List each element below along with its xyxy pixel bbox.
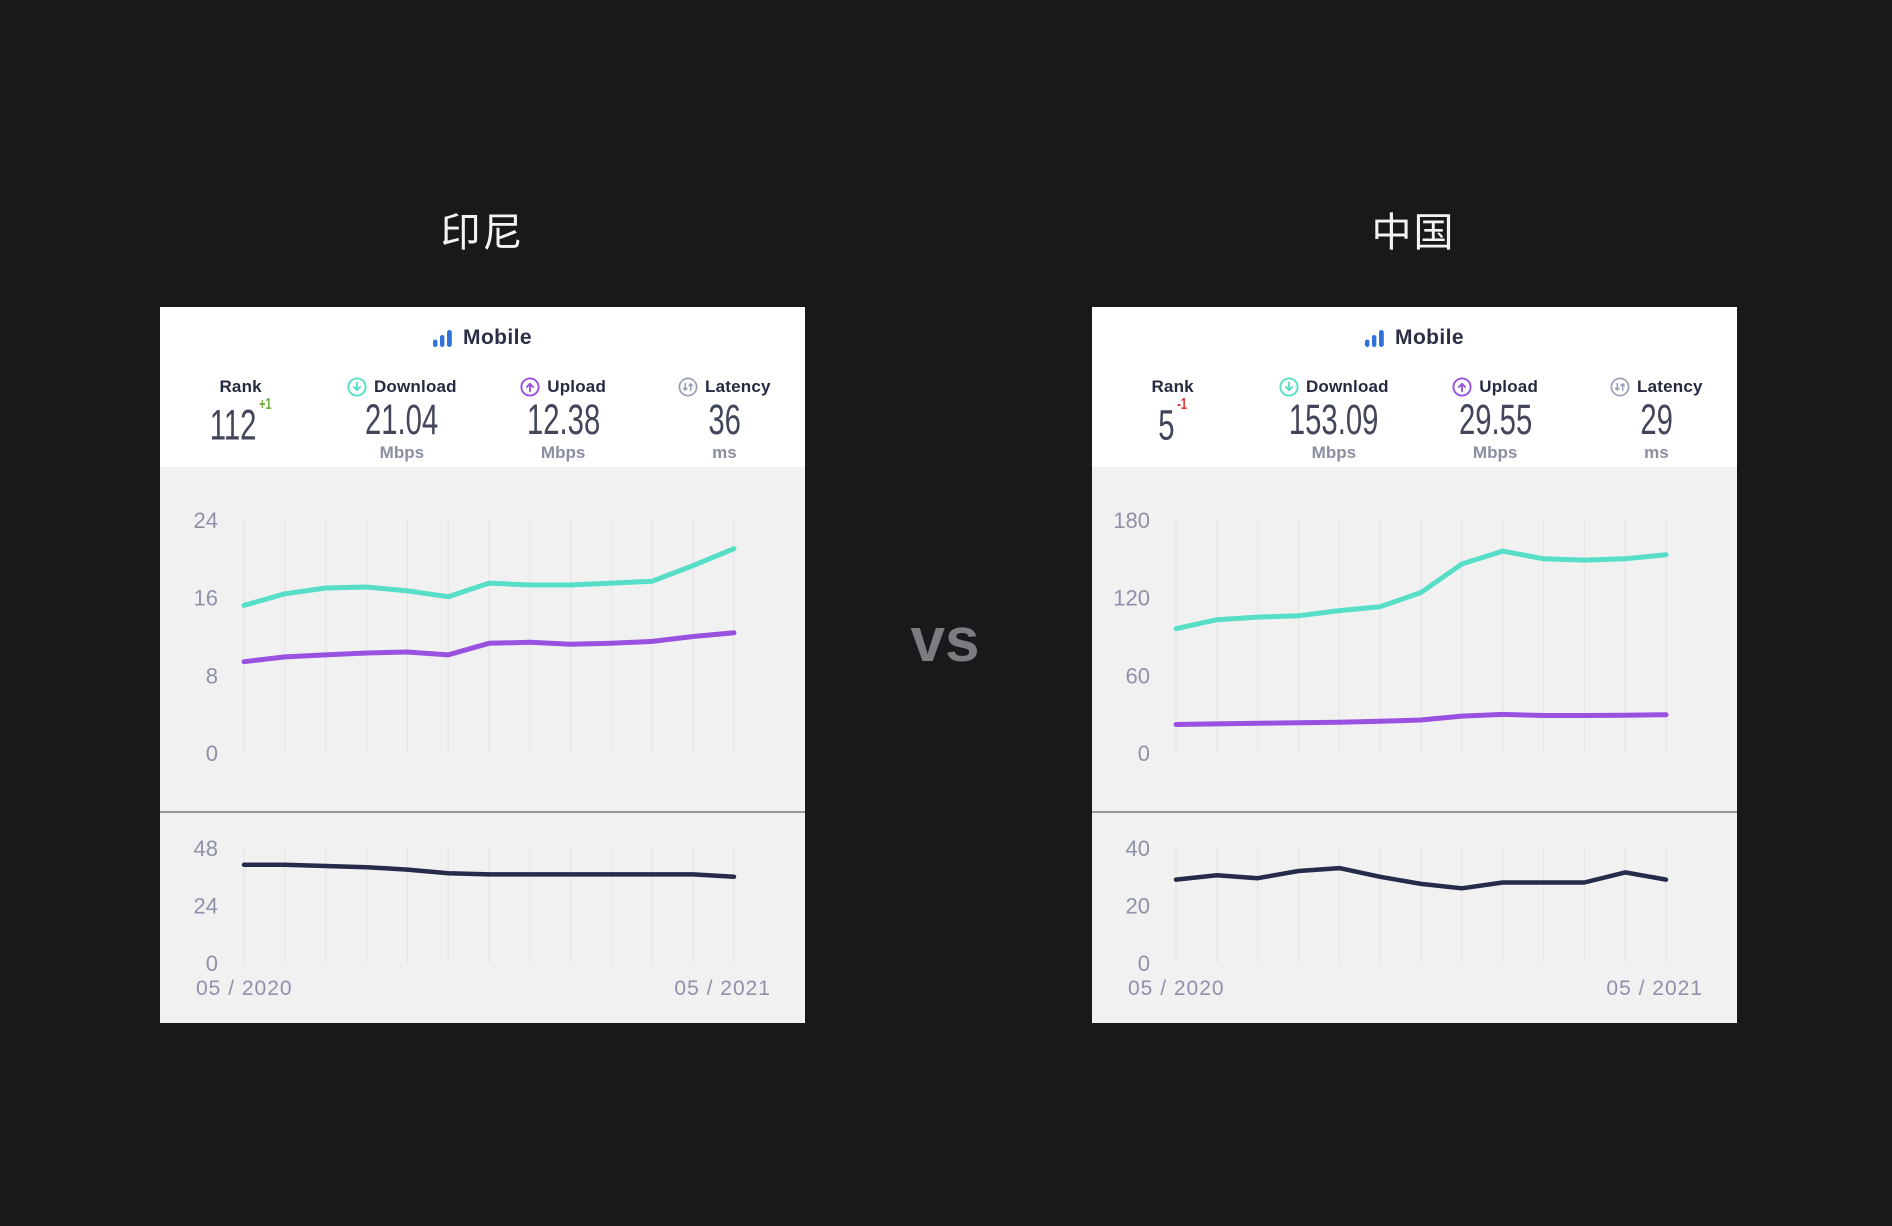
chart-divider xyxy=(1092,811,1737,813)
upload-unit: Mbps xyxy=(1472,443,1518,462)
latency-label: Latency xyxy=(705,377,771,396)
mobile-bars-icon xyxy=(1365,329,1384,347)
speed-line-chart: 180 120 60 0 xyxy=(1092,467,1737,811)
download-value: 21.04 xyxy=(365,396,439,444)
download-label: Download xyxy=(1305,377,1389,396)
speed-line-chart: 24 16 8 0 xyxy=(160,467,805,811)
rank-value: 112 +1 xyxy=(209,396,272,450)
download-icon xyxy=(347,377,367,397)
stats-row: Rank 112 +1 Download 21.04 Mbps xyxy=(160,376,805,463)
rank-delta: +1 xyxy=(259,396,272,413)
mobile-tab-label: Mobile xyxy=(463,326,532,349)
upload-value: 29.55 xyxy=(1458,396,1532,444)
svg-text:0: 0 xyxy=(206,741,218,766)
svg-text:180: 180 xyxy=(1113,508,1150,533)
svg-text:0: 0 xyxy=(1138,741,1150,766)
stat-download: Download 21.04 Mbps xyxy=(321,376,482,463)
latency-label: Latency xyxy=(1637,377,1703,396)
latency-line-chart: 48 24 0 05 / 2020 05 / 2021 xyxy=(160,813,805,1023)
download-icon xyxy=(1279,377,1299,397)
svg-text:05 / 2020: 05 / 2020 xyxy=(1128,977,1225,1000)
vs-label: vs xyxy=(910,606,980,675)
svg-text:24: 24 xyxy=(194,894,218,919)
latency-unit: ms xyxy=(712,443,737,462)
svg-text:0: 0 xyxy=(206,951,218,976)
svg-text:24: 24 xyxy=(194,508,218,533)
upload-icon xyxy=(520,377,540,397)
latency-value: 36 xyxy=(708,396,741,444)
rank-delta: -1 xyxy=(1177,396,1187,413)
upload-label: Upload xyxy=(1479,377,1539,396)
stat-latency: Latency 29 ms xyxy=(1576,376,1737,463)
mobile-tab-label: Mobile xyxy=(1395,326,1464,349)
latency-unit: ms xyxy=(1644,443,1669,462)
rank-label: Rank xyxy=(219,377,262,396)
latency-icon xyxy=(678,377,698,397)
upload-value: 12.38 xyxy=(526,396,600,444)
svg-text:05 / 2021: 05 / 2021 xyxy=(674,977,771,1000)
svg-text:16: 16 xyxy=(194,586,218,611)
country-title-right: 中国 xyxy=(1371,211,1456,255)
rank-value: 5 -1 xyxy=(1158,396,1187,450)
chart-divider xyxy=(160,811,805,813)
stat-rank: Rank 112 +1 xyxy=(160,376,321,463)
mobile-tab: Mobile xyxy=(160,324,805,352)
stats-row: Rank 5 -1 Download 153.09 Mbps xyxy=(1092,376,1737,463)
stat-upload: Upload 29.55 Mbps xyxy=(1415,376,1576,463)
stat-download: Download 153.09 Mbps xyxy=(1253,376,1414,463)
download-unit: Mbps xyxy=(379,443,425,462)
stat-rank: Rank 5 -1 xyxy=(1092,376,1253,463)
svg-text:05 / 2021: 05 / 2021 xyxy=(1606,977,1703,1000)
svg-text:20: 20 xyxy=(1126,894,1150,919)
latency-value: 29 xyxy=(1640,396,1673,444)
svg-text:60: 60 xyxy=(1126,663,1150,688)
download-unit: Mbps xyxy=(1311,443,1357,462)
upload-label: Upload xyxy=(547,377,607,396)
speedtest-card-china: Mobile Rank 5 -1 Download 153.09 Mbps xyxy=(1092,307,1737,1023)
upload-icon xyxy=(1452,377,1472,397)
mobile-bars-icon xyxy=(433,329,452,347)
svg-text:8: 8 xyxy=(206,663,218,688)
svg-text:05 / 2020: 05 / 2020 xyxy=(196,977,293,1000)
stat-latency: Latency 36 ms xyxy=(644,376,805,463)
latency-line-chart: 40 20 0 05 / 2020 05 / 2021 xyxy=(1092,813,1737,1023)
card-header: Mobile Rank 112 +1 Download 21.04 Mbps xyxy=(160,307,805,467)
latency-icon xyxy=(1610,377,1630,397)
svg-text:48: 48 xyxy=(194,836,218,861)
speedtest-card-indonesia: Mobile Rank 112 +1 Download 21.04 Mbps xyxy=(160,307,805,1023)
latency-chart-section: 40 20 0 05 / 2020 05 / 2021 xyxy=(1092,813,1737,1023)
mobile-tab: Mobile xyxy=(1092,324,1737,352)
card-header: Mobile Rank 5 -1 Download 153.09 Mbps xyxy=(1092,307,1737,467)
upload-unit: Mbps xyxy=(540,443,586,462)
latency-chart-section: 48 24 0 05 / 2020 05 / 2021 xyxy=(160,813,805,1023)
speed-chart-section: 180 120 60 0 xyxy=(1092,467,1737,811)
stat-upload: Upload 12.38 Mbps xyxy=(483,376,644,463)
download-value: 153.09 xyxy=(1289,396,1379,444)
speed-chart-section: 24 16 8 0 xyxy=(160,467,805,811)
download-label: Download xyxy=(373,377,457,396)
country-title-left: 印尼 xyxy=(440,211,525,255)
svg-text:120: 120 xyxy=(1113,586,1150,611)
svg-text:40: 40 xyxy=(1126,836,1150,861)
svg-text:0: 0 xyxy=(1138,951,1150,976)
rank-label: Rank xyxy=(1151,377,1194,396)
